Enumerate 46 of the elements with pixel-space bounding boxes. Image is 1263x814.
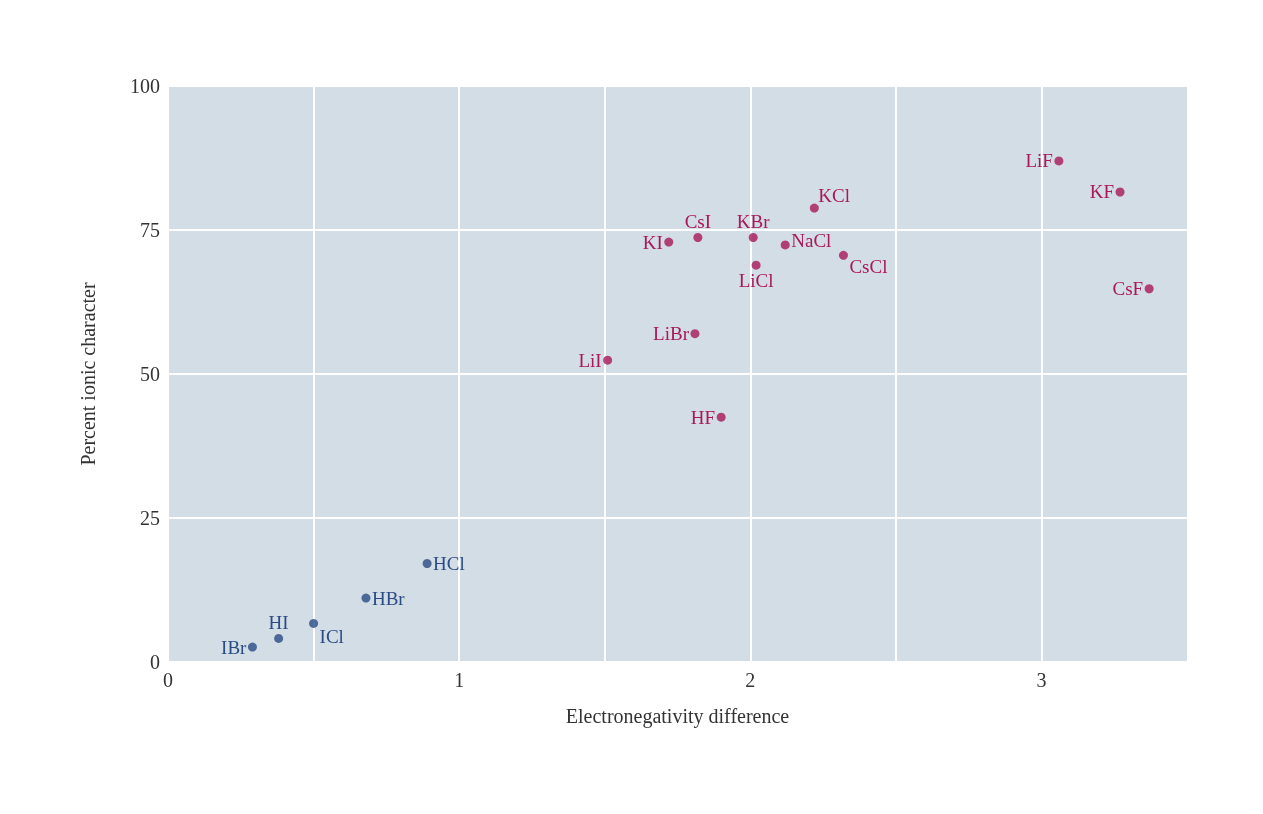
annotation: IBr (221, 636, 248, 658)
point (780, 240, 790, 250)
point (838, 250, 848, 260)
point (1115, 187, 1125, 197)
x-tick-label: 3 (1036, 669, 1047, 691)
point (603, 355, 613, 365)
annotation: LiCl (738, 270, 774, 292)
point (274, 633, 284, 643)
annotation: HF (690, 406, 716, 428)
x-tick-label: 1 (454, 669, 465, 691)
y-tick-label: 100 (130, 75, 160, 97)
annotation: CsF (1112, 278, 1144, 300)
point (809, 203, 819, 213)
annotation: NaCl (791, 229, 832, 251)
point (716, 412, 726, 422)
point (693, 232, 703, 242)
point (751, 260, 761, 270)
point (690, 329, 700, 339)
annotation: HBr (371, 587, 406, 609)
point (748, 232, 758, 242)
annotation: KBr (736, 211, 771, 233)
y-tick-label: 50 (140, 363, 160, 385)
point (309, 618, 319, 628)
annotation: ICl (319, 626, 344, 648)
annotation: KI (642, 231, 663, 253)
annotation: LiBr (653, 323, 690, 345)
point (247, 642, 257, 652)
y-tick-label: 75 (140, 219, 160, 241)
y-tick-label: 25 (140, 507, 160, 529)
annotation: HCl (433, 553, 465, 574)
point (422, 559, 432, 568)
point (664, 237, 674, 247)
y-axis-title: Percent ionic character (77, 282, 99, 466)
annotation: CsCl (849, 256, 888, 278)
annotation: KF (1089, 181, 1115, 203)
annotation: LiF (1025, 150, 1053, 172)
point (1054, 156, 1064, 166)
annotation: HI (268, 612, 289, 634)
annotation: KCl (818, 185, 851, 207)
annotation: CsI (684, 211, 712, 233)
point (1144, 284, 1154, 294)
point (361, 593, 371, 603)
annotation: LiI (578, 349, 602, 371)
x-tick-label: 2 (745, 669, 756, 691)
x-axis-title: Electronegativity difference (565, 705, 790, 728)
y-tick-label: 0 (150, 651, 160, 673)
